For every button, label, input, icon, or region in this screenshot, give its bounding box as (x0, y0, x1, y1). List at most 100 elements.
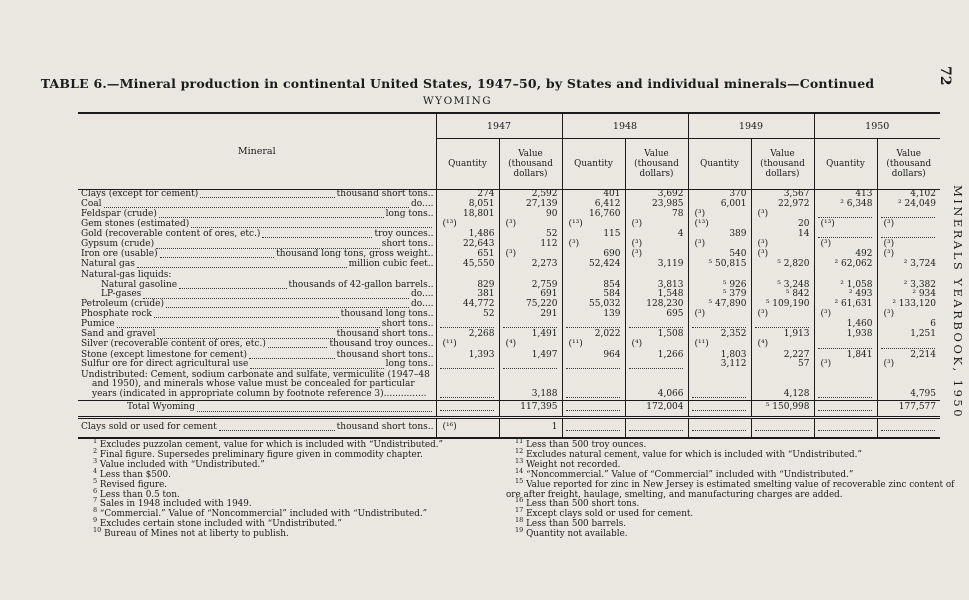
table-row: Pumice short tons.. 1,460 6 (78, 319, 940, 331)
footnote-text: Excludes natural cement, value for which… (523, 449, 862, 460)
footnote-marker: 11 (515, 437, 524, 446)
value-cell (813, 417, 877, 439)
value-cell: ⁵ 842 (750, 290, 814, 301)
value-cell: 57 (750, 360, 814, 371)
value-cell: (¹³) (561, 219, 625, 230)
footnote: 17 Except clays sold or used for cement. (506, 507, 960, 520)
footnote: 5 Revised figure. (84, 477, 502, 491)
mineral-label-cell: Natural gasoline thousands of 42-gallon b… (78, 280, 436, 291)
footnote-marker: 3 (93, 456, 98, 465)
value-cell: (³) (687, 209, 751, 221)
value-cell: 829 (435, 280, 499, 291)
unit-label: million cubic feet.. (348, 258, 434, 269)
dot-leader (191, 227, 432, 229)
value-cell: 4 (624, 229, 688, 241)
value-cell (687, 269, 751, 281)
footnote: 12 Excludes natural cement, value for wh… (506, 448, 960, 461)
unit-label: thousand troy ounces.. (329, 339, 434, 350)
empty-cell-dots (565, 422, 620, 431)
footnote-text: Value reported for zinc in New Jersey is… (506, 479, 955, 500)
value-cell: 3,112 (687, 360, 751, 371)
value-cell: 1,460 (813, 319, 877, 331)
mineral-label-cell: Phosphate rock thousand long tons.. (78, 309, 436, 320)
mineral-label: Clays sold or used for cement (81, 421, 217, 432)
empty-cell-dots (565, 389, 620, 398)
value-cell: 413 (813, 189, 877, 200)
mineral-label: Clays (except for cement) (81, 189, 199, 199)
mineral-label-cell: Clays sold or used for cement thousand sh… (78, 417, 436, 439)
value-cell: 55,032 (561, 299, 625, 310)
value-cell: 1 (498, 417, 562, 439)
value-cell: 2,227 (750, 350, 814, 361)
footnotes-right-column: 11 Less than 500 troy ounces. 12 Excludes… (502, 438, 960, 540)
value-cell: 690 (561, 249, 625, 260)
mineral-label: Sand and gravel (81, 329, 156, 340)
footnote-text: Less than 500 short tons. (523, 499, 640, 510)
empty-cell-dots (754, 422, 809, 431)
value-cell: (¹⁶) (435, 417, 499, 439)
footnote-marker: 8 (93, 506, 98, 515)
mineral-label: Coal (81, 198, 102, 209)
value-cell: 291 (498, 309, 562, 320)
value-cell (498, 319, 562, 331)
value-cell: 115 (561, 229, 625, 241)
footnote-marker: 17 (515, 506, 524, 515)
value-cell (813, 340, 877, 351)
value-cell: 172,004 (624, 399, 688, 419)
value-cell: 27,139 (498, 199, 562, 210)
table-row: LP-gases do.... 381 691 584 1,548 ⁵ 379 ⁵ 842 ² … (78, 290, 940, 301)
header-quantity: Quantity (435, 138, 499, 190)
footnote: 8 “Commercial.” Value of “Noncommercial”… (84, 507, 502, 520)
value-cell: 1,393 (435, 350, 499, 361)
value-cell: (¹³) (435, 219, 499, 230)
empty-cell-dots (754, 320, 809, 329)
value-cell: 3,567 (750, 189, 814, 200)
value-cell: (¹³) (813, 219, 877, 230)
value-cell: 177,577 (876, 399, 940, 419)
value-cell (876, 340, 940, 351)
value-cell: 1,841 (813, 350, 877, 361)
value-cell: (³) (876, 219, 940, 230)
value-cell: (¹¹) (687, 339, 751, 351)
value-cell: ² 133,120 (876, 299, 940, 310)
value-cell: 2,592 (498, 189, 562, 200)
value-cell: (³) (687, 309, 751, 320)
value-cell: 18,801 (435, 209, 499, 221)
value-cell: 691 (498, 290, 562, 301)
table-row: Coal do.... 8,051 27,139 6,412 23,985 6,001 22,… (78, 198, 940, 210)
mineral-label: Total Wyoming (127, 402, 195, 413)
unit-label: thousand short tons.. (336, 421, 434, 432)
empty-cell-dots (502, 320, 557, 329)
value-cell: 117,395 (498, 399, 562, 419)
value-cell: 22,972 (750, 199, 814, 210)
footnote-text: “Commercial.” Value of “Noncommercial” i… (97, 509, 428, 520)
value-cell: 23,985 (624, 199, 688, 210)
value-cell: ² 493 (813, 290, 877, 301)
value-cell: (⁴) (498, 339, 562, 351)
mineral-label-cell: Coal do.... (78, 198, 436, 210)
value-cell: (³) (624, 219, 688, 230)
value-cell: 139 (561, 309, 625, 320)
value-cell: 1,938 (813, 329, 877, 341)
value-cell: (³) (876, 360, 940, 371)
data-table: Mineral 1947 1948 1949 1950 Quantity Val… (78, 112, 940, 439)
dot-leader (179, 287, 287, 289)
footnote-marker: 10 (93, 526, 102, 535)
header-year-1948: 1948 (561, 112, 688, 139)
footnote-text: Excludes puzzolan cement, value for whic… (97, 440, 444, 450)
value-cell: 381 (435, 290, 499, 301)
table-row: Clays sold or used for cement thousand sh… (78, 417, 940, 439)
dot-leader (218, 430, 335, 432)
value-cell (813, 269, 877, 281)
value-cell (561, 417, 625, 439)
value-cell (435, 360, 499, 371)
value-cell: (³) (624, 240, 688, 251)
table-row: Petroleum (crude) do.... 44,772 75,220 55,03… (78, 299, 940, 310)
value-cell: 1,497 (498, 350, 562, 361)
footnote-text: Less than $500. (97, 469, 171, 480)
footnote-text: Quantity not available. (523, 529, 628, 540)
mineral-label-cell: Gypsum (crude) short tons.. (78, 240, 436, 250)
mineral-label: Gypsum (crude) (81, 239, 155, 250)
empty-cell-dots (691, 403, 746, 412)
empty-cell-dots (817, 210, 872, 219)
